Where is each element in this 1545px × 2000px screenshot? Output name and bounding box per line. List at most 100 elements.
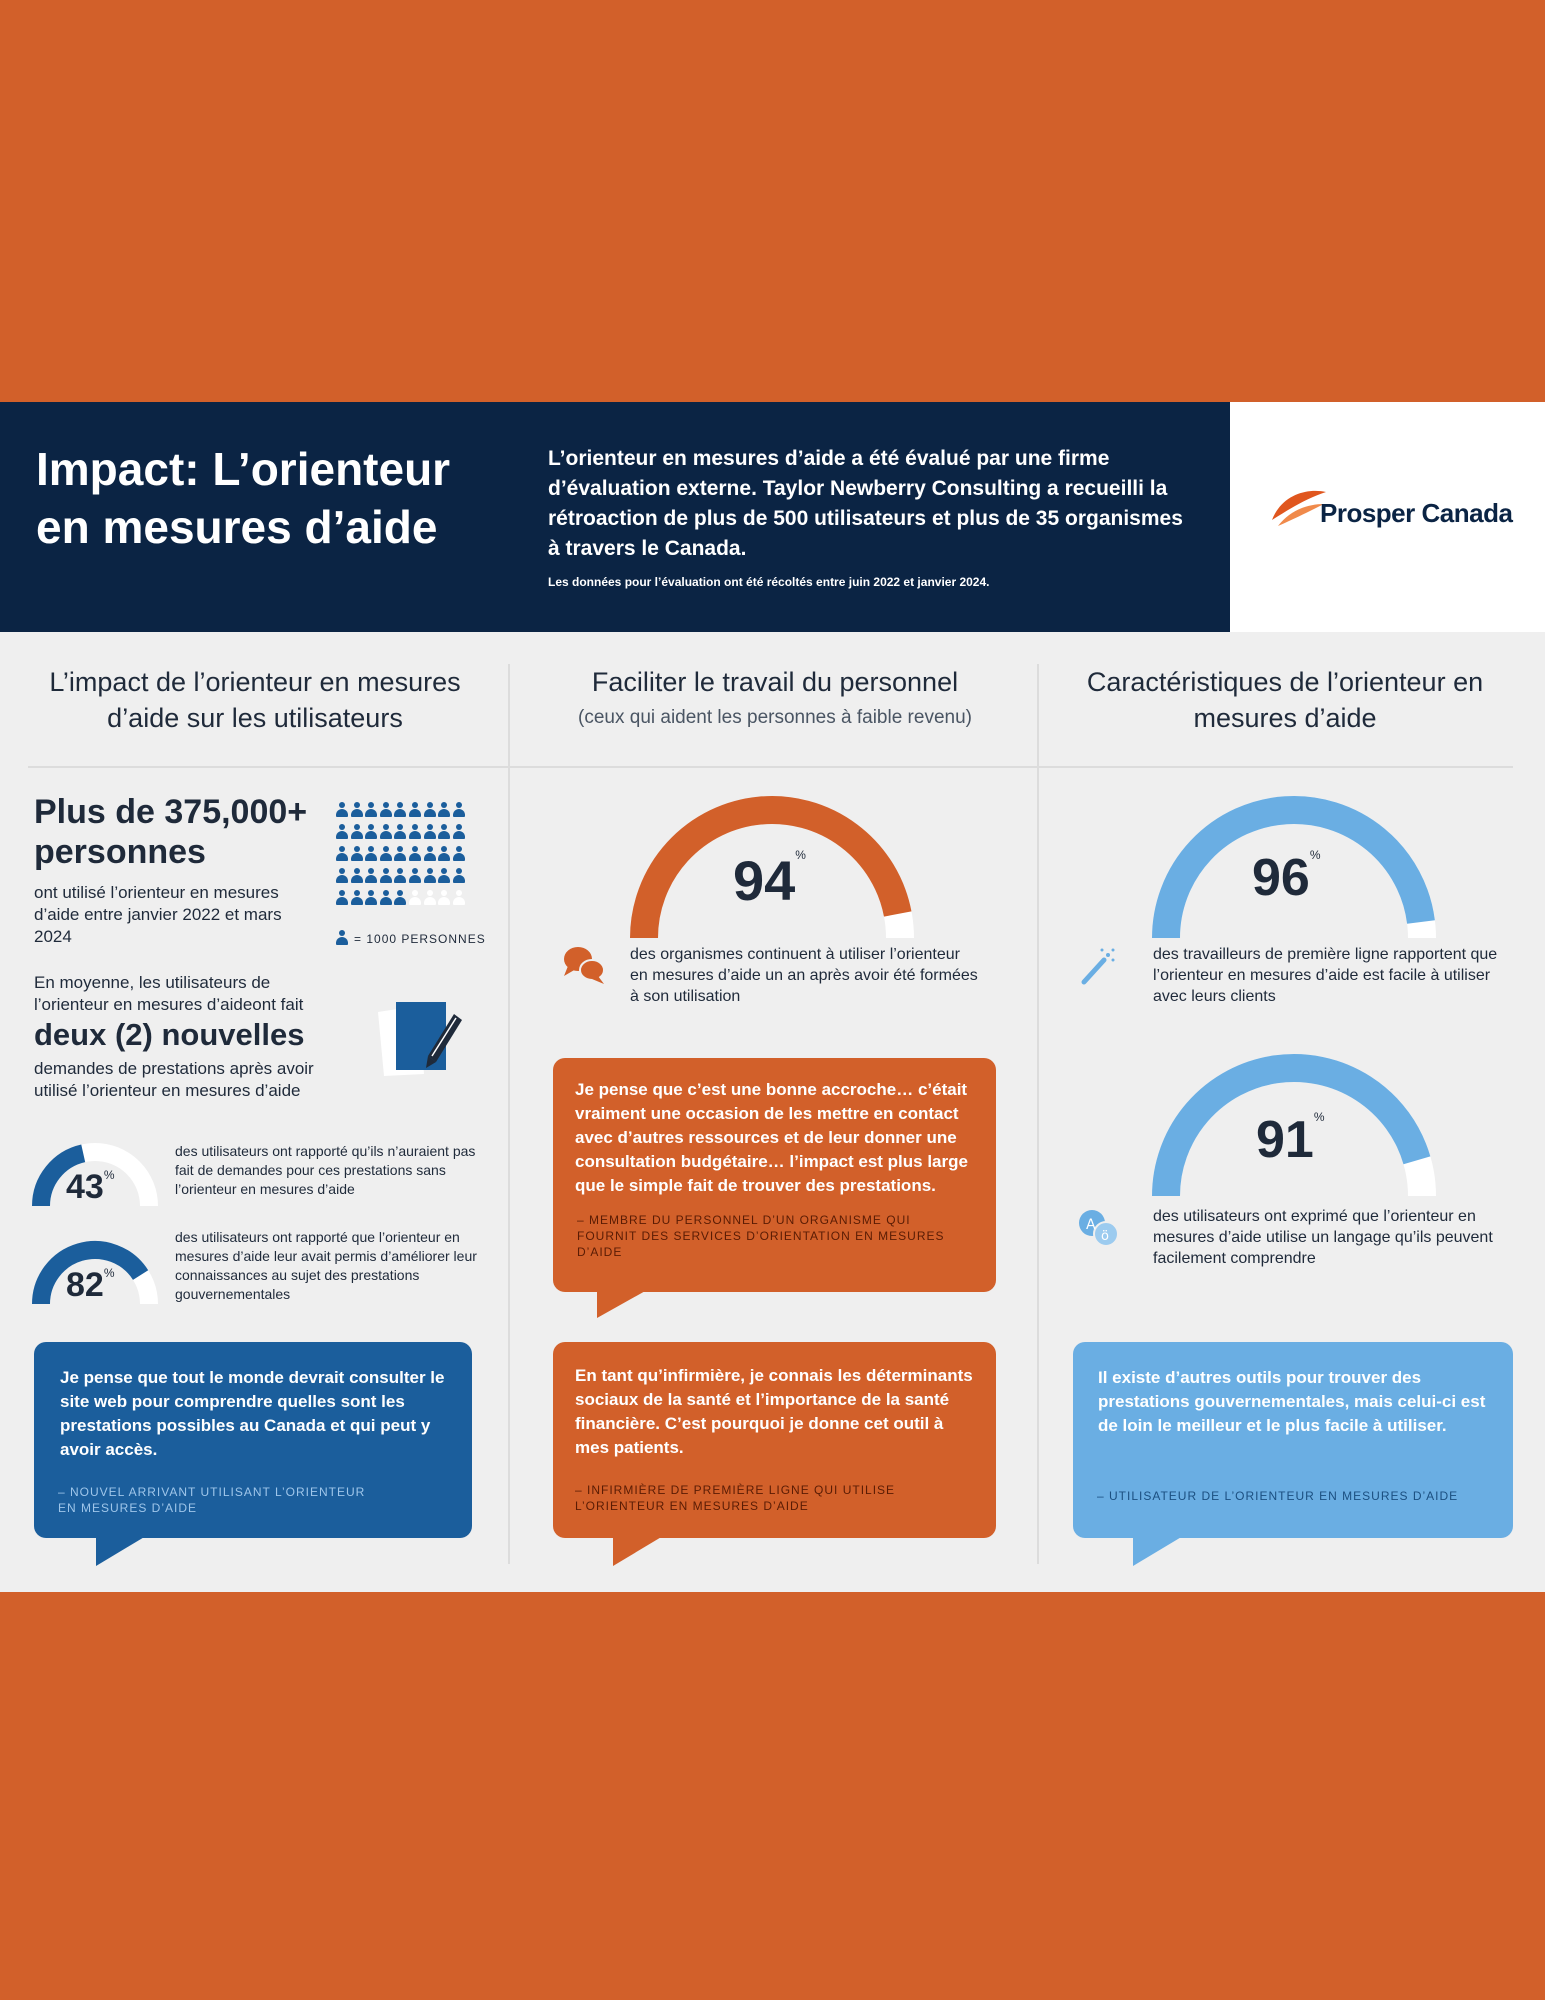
people-pictogram [336,802,468,908]
person-icon [365,868,378,886]
gauge-fill [1152,1054,1431,1196]
quote-user: Il existe d’autres outils pour trouver d… [1098,1368,1486,1435]
person-icon [365,890,378,908]
person-icon [379,890,392,908]
logo-text: Prosper Canada [1320,498,1513,528]
column-heading-staff: Faciliter le travail du personnel (ceux … [520,664,1030,736]
gauge-91 [1152,1054,1436,1196]
person-icon [438,846,451,864]
bubble-tail [96,1536,146,1566]
stat-96-value: 96% [1252,848,1321,907]
quote-newcomer-attr: – NOUVEL ARRIVANT UTILISANT L’ORIENTEUR … [58,1485,366,1515]
person-icon [438,802,451,820]
person-icon [408,846,421,864]
gauge-82 [32,1241,158,1304]
page-title: Impact: L’orienteur en mesures d’aide [36,443,451,553]
stat-43-desc: des utilisateurs ont rapporté qu’ils n’a… [175,1143,476,1197]
column-title-users: L’impact de l’orienteur en mesures d’aid… [49,667,461,733]
header-banner: Impact: L’orienteur en mesures d’aide L’… [0,402,1230,632]
average-desc: demandes de prestations après avoir util… [34,1059,314,1100]
quote-staff: Je pense que c’est une bonne accroche… c… [575,1080,968,1195]
column-subtitle-staff: (ceux qui aident les personnes à faible … [578,707,972,728]
person-icon [423,824,436,842]
quote-bubble-newcomer: Je pense que tout le monde devrait consu… [34,1342,472,1566]
quote-staff-attr: – MEMBRE DU PERSONNEL D’UN ORGANISME QUI… [577,1213,945,1259]
quote-nurse: En tant qu’infirmière, je connais les dé… [575,1366,973,1457]
person-icon [438,868,451,886]
person-icon [365,824,378,842]
column-title-features: Caractéristiques de l’orienteur en mesur… [1086,667,1484,733]
column-heading-features: Caractéristiques de l’orienteur en mesur… [1080,664,1490,736]
svg-text:ö: ö [1101,1229,1109,1244]
users-headline-desc: ont utilisé l’orienteur en mesures d’aid… [34,883,282,946]
prosper-leaf-icon [1272,490,1326,526]
pictogram-legend-text: = 1000 PERSONNES [354,932,486,946]
person-icon [452,868,465,886]
quote-bubble-user: Il existe d’autres outils pour trouver d… [1073,1342,1513,1566]
person-icon [336,890,348,908]
column-divider [1037,664,1039,1564]
gauge-fill [630,796,912,938]
person-icon [379,824,392,842]
chat-bubbles-icon [564,947,605,984]
person-icon [350,802,363,820]
bubble-tail [613,1536,663,1566]
quote-nurse-attr: – INFIRMIÈRE DE PREMIÈRE LIGNE QUI UTILI… [575,1483,896,1513]
stat-96-desc: des travailleurs de première ligne rappo… [1153,946,1498,1005]
svg-text:A: A [1086,1217,1096,1233]
person-icon [336,802,348,820]
person-icon [379,868,392,886]
person-icon [423,890,436,908]
person-icon [438,824,451,842]
person-icon [336,824,348,842]
person-icon [452,824,465,842]
stat-91-desc: des utilisateurs ont exprimé que l’orien… [1153,1208,1493,1267]
person-icon [394,824,407,842]
quote-user-attr: – UTILISATEUR DE L’ORIENTEUR EN MESURES … [1097,1489,1459,1503]
average-big: deux (2) nouvelles [34,1017,305,1052]
stat-94-value: 94% [733,848,806,912]
infographic-sheet: Impact: L’orienteur en mesures d’aide L’… [0,402,1545,1592]
gauge-fill [1152,796,1435,938]
gauge-43 [32,1143,158,1206]
person-icon [408,890,421,908]
gauge-96 [1152,796,1436,938]
logo-area: Prosper Canada [1230,402,1545,632]
magic-wand-icon [1081,948,1115,985]
person-icon [438,890,451,908]
person-icon [350,890,363,908]
heading-divider [28,766,1513,768]
column-divider [508,664,510,1564]
column-heading-users: L’impact de l’orienteur en mesures d’aid… [30,664,480,736]
person-icon [452,846,465,864]
person-icon [336,868,348,886]
person-icon [408,868,421,886]
person-icon [365,802,378,820]
header-intro: L’orienteur en mesures d’aide a été éval… [548,447,1183,560]
person-icon [350,846,363,864]
person-icon [350,824,363,842]
form-pencil-icon [378,1002,462,1076]
person-icon [423,846,436,864]
users-headline: Plus de 375,000+ personnes [34,793,308,871]
person-icon [379,802,392,820]
gauge-fill [32,1144,86,1206]
stat-94-desc: des organismes continuent à utiliser l’o… [630,946,978,1005]
person-icon [408,824,421,842]
stat-91-value: 91% [1256,1110,1325,1169]
person-icon [336,846,348,864]
person-icon [365,846,378,864]
person-icon [336,930,348,948]
person-icon [408,802,421,820]
stat-82-value: 82% [66,1266,115,1304]
bubble-tail [1133,1536,1183,1566]
quote-bubble-nurse: En tant qu’infirmière, je connais les dé… [553,1342,996,1566]
person-icon [423,868,436,886]
stat-82-desc: des utilisateurs ont rapporté que l’orie… [175,1229,477,1302]
person-icon [394,846,407,864]
translate-icon: A ö [1079,1210,1119,1247]
person-icon [394,868,407,886]
pictogram-legend: = 1000 PERSONNES [336,930,486,948]
person-icon [452,802,465,820]
bubble-tail [597,1290,647,1318]
